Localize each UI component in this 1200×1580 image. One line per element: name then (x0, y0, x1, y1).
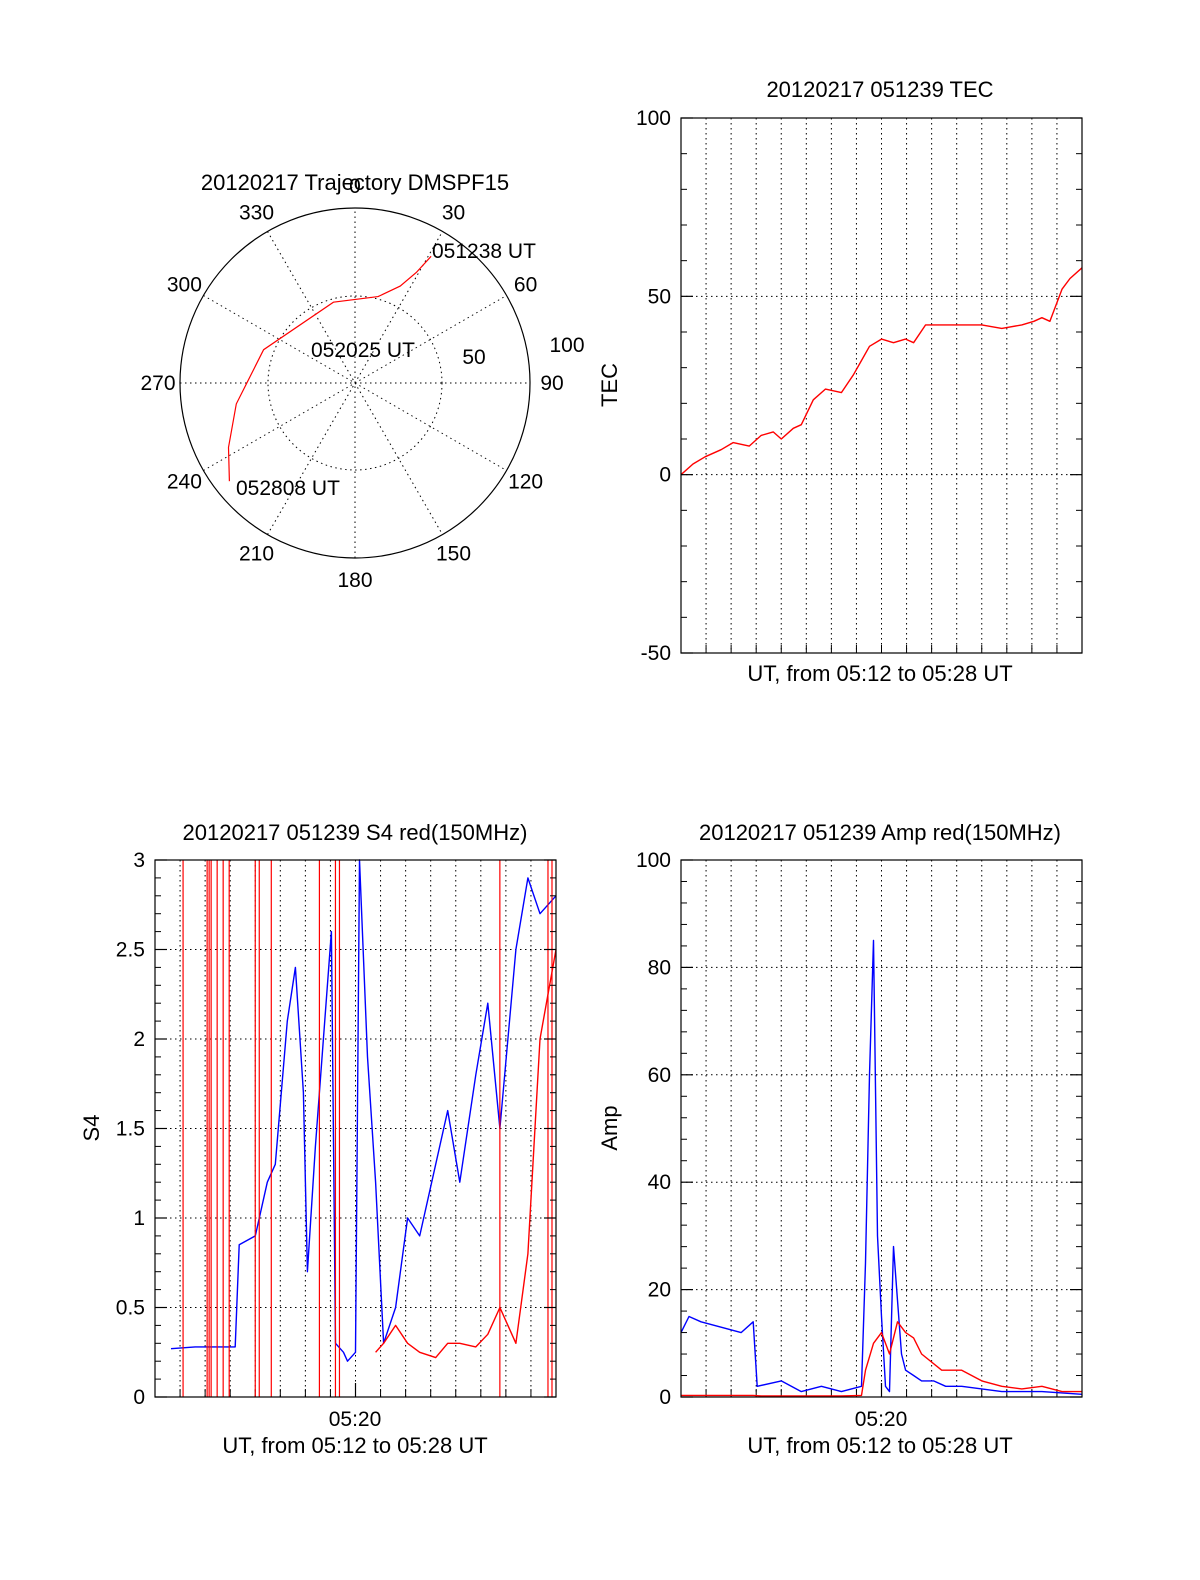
polar-angle-label: 210 (239, 543, 274, 566)
amp-title: 20120217 051239 Amp red(150MHz) (699, 820, 1061, 845)
amp-series-0 (680, 939, 1083, 1395)
polar-radial-label-100: 100 (549, 334, 584, 357)
tec-frame (680, 117, 1083, 654)
amp-ytick-label: 80 (648, 956, 671, 979)
s4-plot: 20120217 051239 S4 red(150MHz) 0 0.5 1 1.5 2… (79, 820, 557, 1458)
tec-y-ticks: -50 0 50 100 (636, 107, 1082, 665)
amp-ytick-label: 20 (648, 1279, 671, 1302)
tec-ytick-label: 0 (659, 464, 671, 487)
polar-angle-label: 150 (436, 543, 471, 566)
polar-angle-label: 330 (239, 201, 274, 224)
amp-series (680, 939, 1083, 1397)
amp-grid (681, 860, 1082, 1397)
s4-xtick-label: 05:20 (329, 1408, 382, 1431)
tec-grid (681, 118, 1082, 653)
s4-series-0 (170, 859, 557, 1362)
s4-ytick-label: 3 (133, 849, 145, 872)
trajectory-polar-plot: 20120217 Trajectory DMSPF15 0 30 60 90 120 15… (140, 170, 584, 592)
amp-xtick-label: 05:20 (855, 1408, 908, 1431)
polar-angle-label: 0 (349, 175, 361, 198)
tec-ytick-label: -50 (641, 642, 671, 665)
amp-ylabel: Amp (597, 1105, 622, 1150)
polar-angle-label: 180 (337, 569, 372, 592)
amp-ytick-label: 0 (659, 1386, 671, 1409)
polar-ring-inner (267, 295, 443, 471)
amp-ytick-label: 100 (636, 849, 671, 872)
amp-frame (680, 859, 1083, 1398)
trajectory-mid-label: 052025 UT (311, 339, 415, 362)
tec-plot: 20120217 051239 TEC -50 0 50 100 TEC UT, fr… (597, 77, 1083, 686)
tec-title: 20120217 051239 TEC (766, 77, 993, 102)
s4-ytick-label: 0.5 (116, 1297, 145, 1320)
polar-angle-label: 30 (442, 201, 465, 224)
polar-angle-labels: 0 30 60 90 120 150 180 210 240 270 300 330 (140, 175, 563, 592)
polar-radial-label-50: 50 (462, 346, 485, 369)
amp-ytick-label: 60 (648, 1064, 671, 1087)
polar-angle-label: 90 (540, 372, 563, 395)
tec-ytick-label: 50 (648, 285, 671, 308)
s4-ytick-label: 2 (133, 1028, 145, 1051)
tec-series-0 (680, 267, 1083, 476)
s4-ytick-label: 1 (133, 1207, 145, 1230)
polar-angle-label: 300 (167, 274, 202, 297)
polar-angle-label: 270 (140, 372, 175, 395)
tec-ytick-label: 100 (636, 107, 671, 130)
trajectory-end-label: 052808 UT (236, 477, 340, 500)
trajectory-line (227, 255, 432, 482)
trajectory-start-label: 051238 UT (432, 240, 536, 263)
amp-plot: 20120217 051239 Amp red(150MHz) 0 20 40 60 8… (597, 820, 1083, 1458)
amp-series-1 (681, 1321, 1082, 1397)
polar-title: 20120217 Trajectory DMSPF15 (201, 170, 509, 195)
amp-y-ticks: 0 20 40 60 80 100 (636, 849, 1082, 1409)
s4-ytick-label: 2.5 (116, 939, 145, 962)
s4-title: 20120217 051239 S4 red(150MHz) (183, 820, 528, 845)
amp-xlabel: UT, from 05:12 to 05:28 UT (747, 1433, 1012, 1458)
polar-angle-label: 60 (514, 274, 537, 297)
s4-xlabel: UT, from 05:12 to 05:28 UT (222, 1433, 487, 1458)
polar-spoke-150 (267, 231, 443, 535)
amp-ytick-label: 40 (648, 1171, 671, 1194)
s4-ytick-label: 0 (133, 1386, 145, 1409)
s4-ylabel: S4 (79, 1115, 104, 1142)
tec-xlabel: UT, from 05:12 to 05:28 UT (747, 661, 1012, 686)
tec-series (680, 267, 1083, 476)
s4-ytick-label: 1.5 (116, 1118, 145, 1141)
polar-angle-label: 120 (508, 471, 543, 494)
s4-series-1 (375, 949, 557, 1359)
s4-series (170, 859, 557, 1397)
tec-ylabel: TEC (597, 363, 622, 407)
polar-angle-label: 240 (167, 471, 202, 494)
polar-spokes (180, 208, 530, 558)
s4-y-ticks: 0 0.5 1 1.5 2 2.5 3 (116, 849, 556, 1409)
